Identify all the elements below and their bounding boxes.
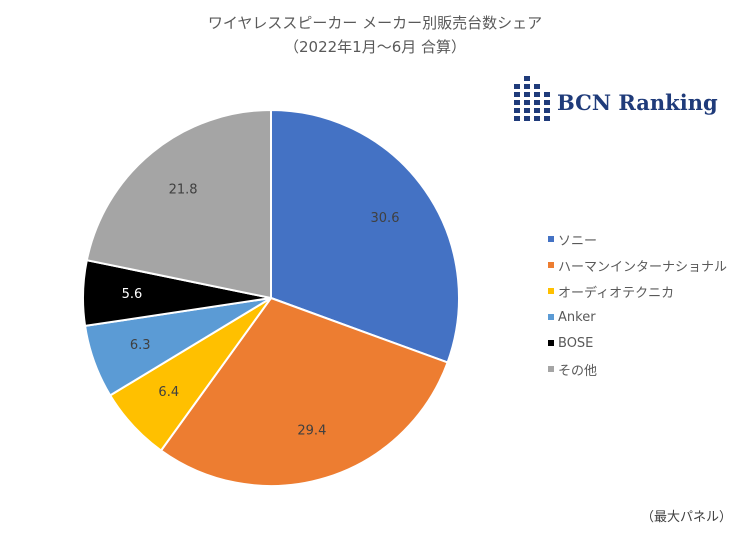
legend-item-5: BOSE bbox=[548, 330, 727, 356]
legend-label: ソニー bbox=[558, 233, 598, 249]
pie-slice-6 bbox=[85, 108, 272, 300]
pie-slice-1 bbox=[270, 108, 460, 364]
legend-item-6: その他 bbox=[548, 356, 727, 382]
data-label-3: 6.4 bbox=[158, 385, 179, 400]
legend-swatch bbox=[548, 366, 554, 372]
legend-item-3: オーディオテクニカ bbox=[548, 278, 727, 304]
legend-item-2: ハーマンインターナショナル bbox=[548, 252, 727, 278]
bcn-logo-icon bbox=[514, 76, 550, 121]
data-label-5: 5.6 bbox=[122, 287, 143, 302]
data-label-1: 30.6 bbox=[371, 211, 400, 226]
chart-title: ワイヤレススピーカー メーカー別販売台数シェア bbox=[207, 14, 543, 32]
legend-swatch bbox=[548, 340, 554, 346]
legend-swatch bbox=[548, 236, 554, 242]
legend-swatch bbox=[548, 262, 554, 268]
legend: ソニーハーマンインターナショナル オーディオテクニカ Anker BOSE その他 bbox=[548, 226, 727, 382]
bcn-ranking-logo: BCN Ranking bbox=[512, 76, 718, 128]
legend-swatch bbox=[548, 314, 554, 320]
source-note: （最大パネル） bbox=[640, 510, 732, 525]
logo-text: BCN Ranking bbox=[557, 90, 718, 115]
legend-item-4: Anker bbox=[548, 304, 727, 330]
data-label-4: 6.3 bbox=[130, 338, 151, 353]
legend-swatch bbox=[548, 288, 554, 294]
data-label-2: 29.4 bbox=[297, 423, 326, 438]
legend-label: ハーマンインターナショナル bbox=[558, 259, 728, 275]
pie-slice-2 bbox=[159, 296, 449, 487]
legend-label: その他 bbox=[558, 363, 598, 379]
legend-label: オーディオテクニカ bbox=[558, 285, 675, 301]
legend-label: Anker bbox=[558, 309, 596, 325]
chart-subtitle: （2022年1月～6月 合算） bbox=[283, 38, 467, 56]
legend-item-1: ソニー bbox=[548, 226, 727, 252]
data-label-6: 21.8 bbox=[169, 183, 198, 198]
legend-label: BOSE bbox=[558, 335, 594, 351]
